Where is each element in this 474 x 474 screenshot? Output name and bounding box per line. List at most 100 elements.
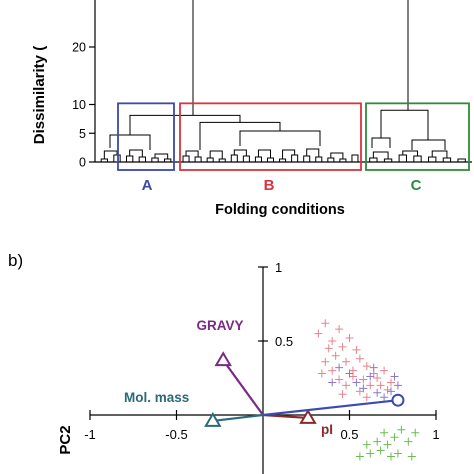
pca-point-b [338,390,347,399]
pca-point-b [328,337,337,345]
pca-point-a [335,363,344,372]
dendrogram-sub-link [154,153,169,159]
pca-point-a [328,378,337,387]
pca-point-a [359,384,368,393]
dendrogram-leaf-link [413,155,422,162]
loading-triangle-marker [299,408,317,424]
pca-point-b [362,362,371,371]
pca-point-c [404,437,413,446]
pca-point-c [407,452,416,461]
pca-point-c [355,452,364,461]
pca-point-a [393,381,402,390]
pca-point-c [362,440,371,449]
pca-x-tick-label: -1 [84,427,96,442]
pca-point-a [373,388,382,397]
pca-x-tick-label: 0.5 [340,427,358,442]
pca-y-tick-label: 1 [275,260,282,275]
dendrogram-c-sub-link [371,137,391,148]
cluster-box-b [179,102,362,171]
dendrogram-leaf-link [351,154,359,162]
loading-circle-marker [391,393,405,407]
cluster-label-b: B [264,177,275,194]
dendrogram-sub-link [282,149,296,159]
dendrogram-leaf-link [398,154,407,162]
dendrogram-y-tick-label: 5 [79,127,86,141]
pca-point-b [359,375,368,384]
loading-label: GRAVY [196,318,243,333]
pca-point-a [380,393,389,402]
pca-point-b [376,381,385,390]
dendrogram-c-sub-link [411,139,446,150]
dendrogram-sub-link [257,149,271,158]
dendrogram-sub-link [233,149,247,156]
dendrogram-sub-link [103,150,118,159]
dendrogram-leaf-link [126,155,134,162]
dendrogram-leaf-link [303,155,311,162]
pca-point-b [331,351,340,360]
cluster-label-c: C [411,177,422,194]
pca-point-b [383,385,392,394]
pca-point-c [397,425,406,434]
pca-point-a [345,369,354,378]
pca-point-b [328,366,337,375]
pca-point-b [355,354,364,363]
pca-point-b [362,393,371,402]
pca-point-a [352,378,361,387]
pca-point-b [380,366,389,375]
dendrogram-sub-link [209,150,223,159]
loading-arrow [262,399,399,417]
pca-y-tick-label: 0.5 [275,334,293,349]
pca-point-b [324,344,333,353]
dendrogram-sub-link [185,150,199,157]
cluster-box-c [365,102,470,171]
dendrogram-leaf-link [113,154,121,162]
pca-point-b [342,357,351,366]
pca-point-a [369,363,378,372]
pca-point-b [321,319,330,328]
dendrogram-leaf-link [230,154,238,162]
loading-label: pI [321,422,333,437]
pca-point-c [380,428,389,437]
pca-x-tick-label: -0.5 [165,427,187,442]
dendrogram-y-tick-label: 10 [72,98,86,112]
loading-triangle-marker [214,351,232,367]
dendrogram-leaf-link [182,155,190,162]
pca-point-b [352,345,361,354]
dendrogram-leaf-link [194,156,202,162]
cluster-boxes: A B C [117,102,470,194]
dendrogram-y-ticks: 0 5 10 20 [72,41,95,170]
dendrogram-sub-link [372,151,389,159]
dendrogram-leaf-link [428,156,437,162]
dendrogram-x-axis-label: Folding conditions [215,202,345,218]
dendrogram-sub-link [402,150,418,156]
dendrogram-sub-link [330,152,344,159]
pca-ticks: -1 -0.5 0.5 1 0.5 1 [84,260,439,442]
dendrogram-sub-link [431,150,448,158]
pca-point-b [321,357,330,366]
pca-point-a [390,372,399,381]
dendrogram-cluster-c-link [380,109,429,140]
pca-point-a [387,387,396,396]
pca-point-c [390,433,399,442]
loading-arrow [212,413,264,423]
pca-point-b [317,369,326,378]
dendrogram-leaf-link [291,154,299,162]
loading-label: Mol. mass [124,390,189,405]
panel-label-b: b) [8,251,23,270]
dendrogram-tree [100,0,466,162]
pca-point-b [373,374,382,382]
dendrogram-b-sub-link [239,130,321,146]
dendrogram-ab-link [129,114,241,135]
pca-point-c [387,452,396,461]
pca-loadings: GRAVY Mol. mass pI [124,318,405,437]
pca-point-b [342,381,351,390]
loading-arrow [262,413,309,420]
pca-point-b [314,329,323,338]
dendrogram-leaf-link [457,158,466,162]
dendrogram-y-tick-label: 20 [72,41,86,55]
pca-point-c [373,437,382,446]
dendrogram-leaf-link [242,155,250,162]
pca-point-b [387,378,396,387]
cluster-label-a: A [142,177,153,194]
